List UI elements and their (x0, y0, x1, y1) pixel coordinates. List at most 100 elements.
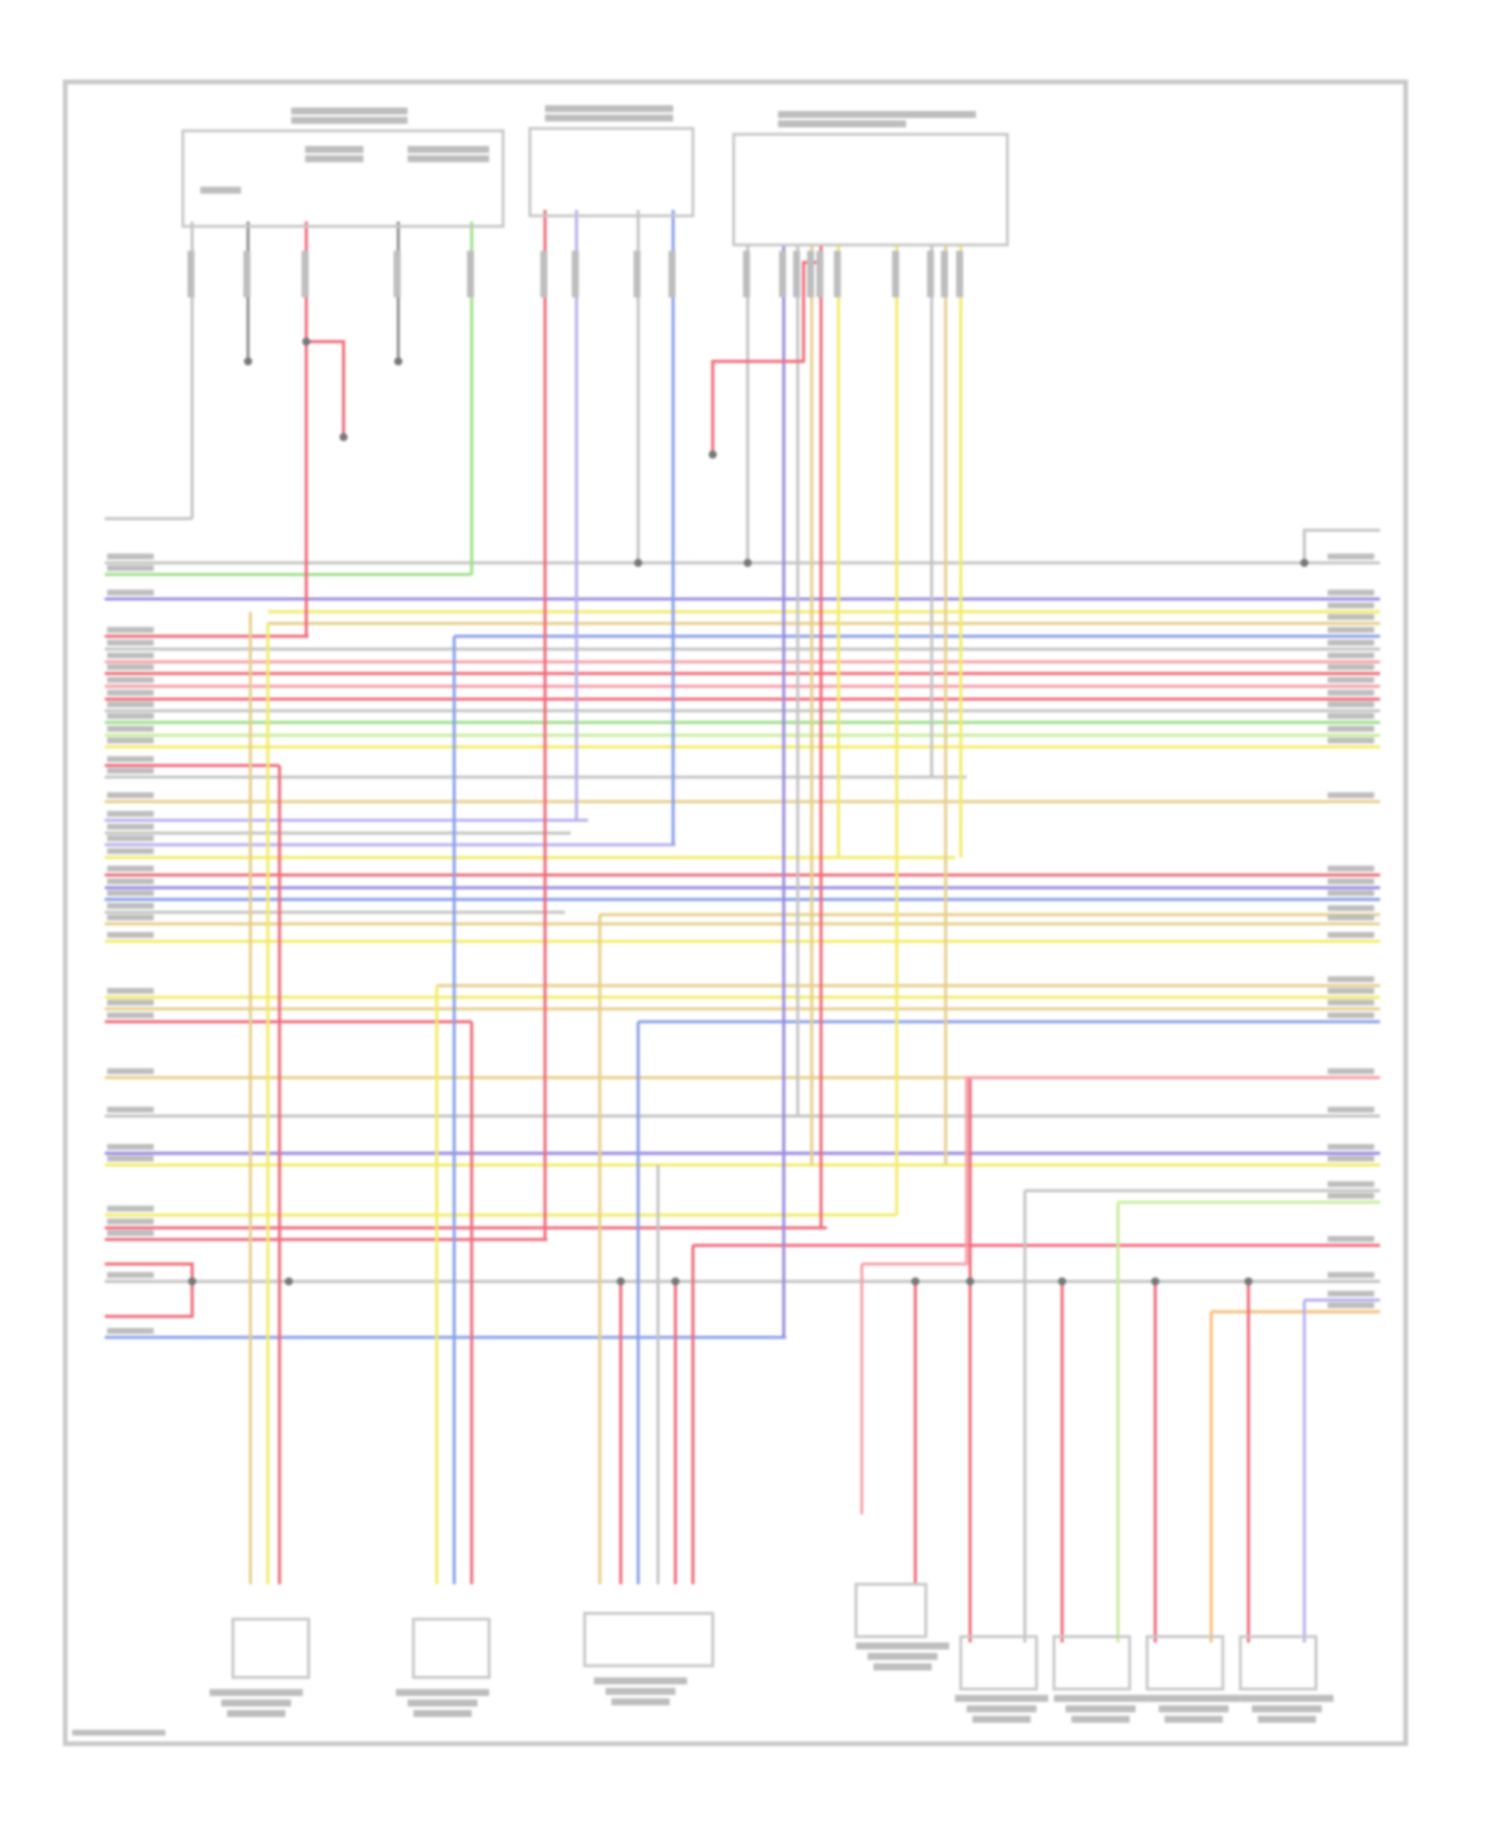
wire-label (107, 589, 154, 596)
wire-label (855, 1642, 950, 1650)
wire-label (1327, 1155, 1375, 1162)
splice-dot (671, 1277, 680, 1286)
wire-label (107, 713, 154, 719)
wire-label (467, 250, 474, 298)
wire-label (833, 250, 841, 298)
wire-label (107, 823, 154, 830)
wire-label (1053, 1694, 1148, 1702)
wire-label (1327, 932, 1375, 938)
wire-label (407, 155, 490, 163)
wire-label (107, 890, 154, 896)
labels-group (72, 105, 1375, 1736)
wire-label (779, 250, 787, 298)
splice-dot (1300, 558, 1309, 567)
wire-label (107, 1230, 154, 1237)
wire-label (1327, 1068, 1375, 1075)
wire-label (413, 1710, 472, 1717)
wire-label (1327, 914, 1375, 921)
wire-label (107, 737, 154, 744)
wire-label (540, 250, 548, 298)
wire-label (107, 1218, 154, 1225)
wire-label (107, 677, 154, 683)
wire-label (107, 725, 154, 732)
wire-label (107, 835, 154, 842)
relay-module-component (732, 132, 1009, 247)
wire-pink (861, 1076, 1381, 1266)
wire-label (107, 626, 154, 633)
wire-label (1164, 1715, 1223, 1723)
wire-label (605, 1687, 676, 1695)
wire-label (966, 1705, 1037, 1713)
wire-label (1327, 1272, 1375, 1278)
wire-label (209, 1689, 303, 1697)
wire-label (107, 767, 154, 774)
splice-dot (302, 337, 311, 346)
wire-label (1327, 639, 1375, 646)
splice-dot (188, 1277, 197, 1286)
wire-label (1327, 1302, 1375, 1309)
connector-box (411, 1617, 491, 1679)
wire-label (1327, 878, 1375, 885)
wire-label (107, 865, 154, 872)
wire-label (793, 250, 801, 298)
wire-gray (1302, 528, 1381, 563)
wire-label (1158, 1705, 1229, 1713)
wire-label (1147, 1694, 1241, 1702)
wire-label (1327, 792, 1375, 799)
wire-label (807, 250, 815, 298)
splice-dot (966, 1277, 975, 1286)
diagram-frame (62, 79, 1408, 1747)
wire-label (972, 1715, 1031, 1723)
wire-label (545, 105, 674, 113)
wire-label (107, 1205, 154, 1212)
wire-label (777, 120, 907, 128)
wire-label (107, 1155, 154, 1162)
wire-label (1327, 689, 1375, 696)
wire-label (545, 114, 674, 122)
wire-label (107, 914, 154, 921)
connector-box (1238, 1635, 1318, 1691)
wire-label (395, 1689, 490, 1697)
wire-label (107, 652, 154, 659)
wire-label (107, 689, 154, 696)
connector-box (1145, 1635, 1225, 1691)
connector-box (583, 1611, 715, 1668)
wire-label (200, 186, 242, 194)
wire-label (1327, 677, 1375, 683)
wire-label (743, 250, 750, 298)
wire-label (107, 553, 154, 560)
wire-label (1327, 1290, 1375, 1297)
components-group (181, 127, 1318, 1691)
wire-label (107, 756, 154, 763)
wire-label (107, 1272, 154, 1278)
wire-label (291, 116, 408, 124)
connector-box (231, 1617, 311, 1679)
wire-label (187, 250, 195, 298)
wire-label (243, 250, 251, 298)
connector-box (1052, 1635, 1132, 1691)
wire-label (107, 664, 154, 671)
wire-label (1327, 626, 1375, 633)
wire-label (927, 250, 935, 298)
wire-label (107, 1144, 154, 1150)
wire-label (107, 1328, 154, 1334)
wire-label (873, 1663, 932, 1671)
wire-label (301, 250, 309, 298)
wire-red (306, 340, 346, 438)
wire-label (305, 145, 364, 153)
splice-dot (708, 450, 717, 459)
wire-label (1327, 602, 1375, 609)
splice-dot (616, 1277, 625, 1286)
fuel-pump-control-component (181, 129, 505, 228)
wire-label (1251, 1705, 1322, 1713)
wire-label (1327, 1106, 1375, 1113)
wire-label (227, 1710, 286, 1717)
wire-label (107, 701, 154, 708)
wire-label (867, 1652, 938, 1660)
wire-label (221, 1699, 292, 1707)
wire-label (291, 107, 408, 115)
splice-dot (911, 1277, 920, 1286)
wire-label (1327, 890, 1375, 896)
wire-label (1327, 614, 1375, 620)
